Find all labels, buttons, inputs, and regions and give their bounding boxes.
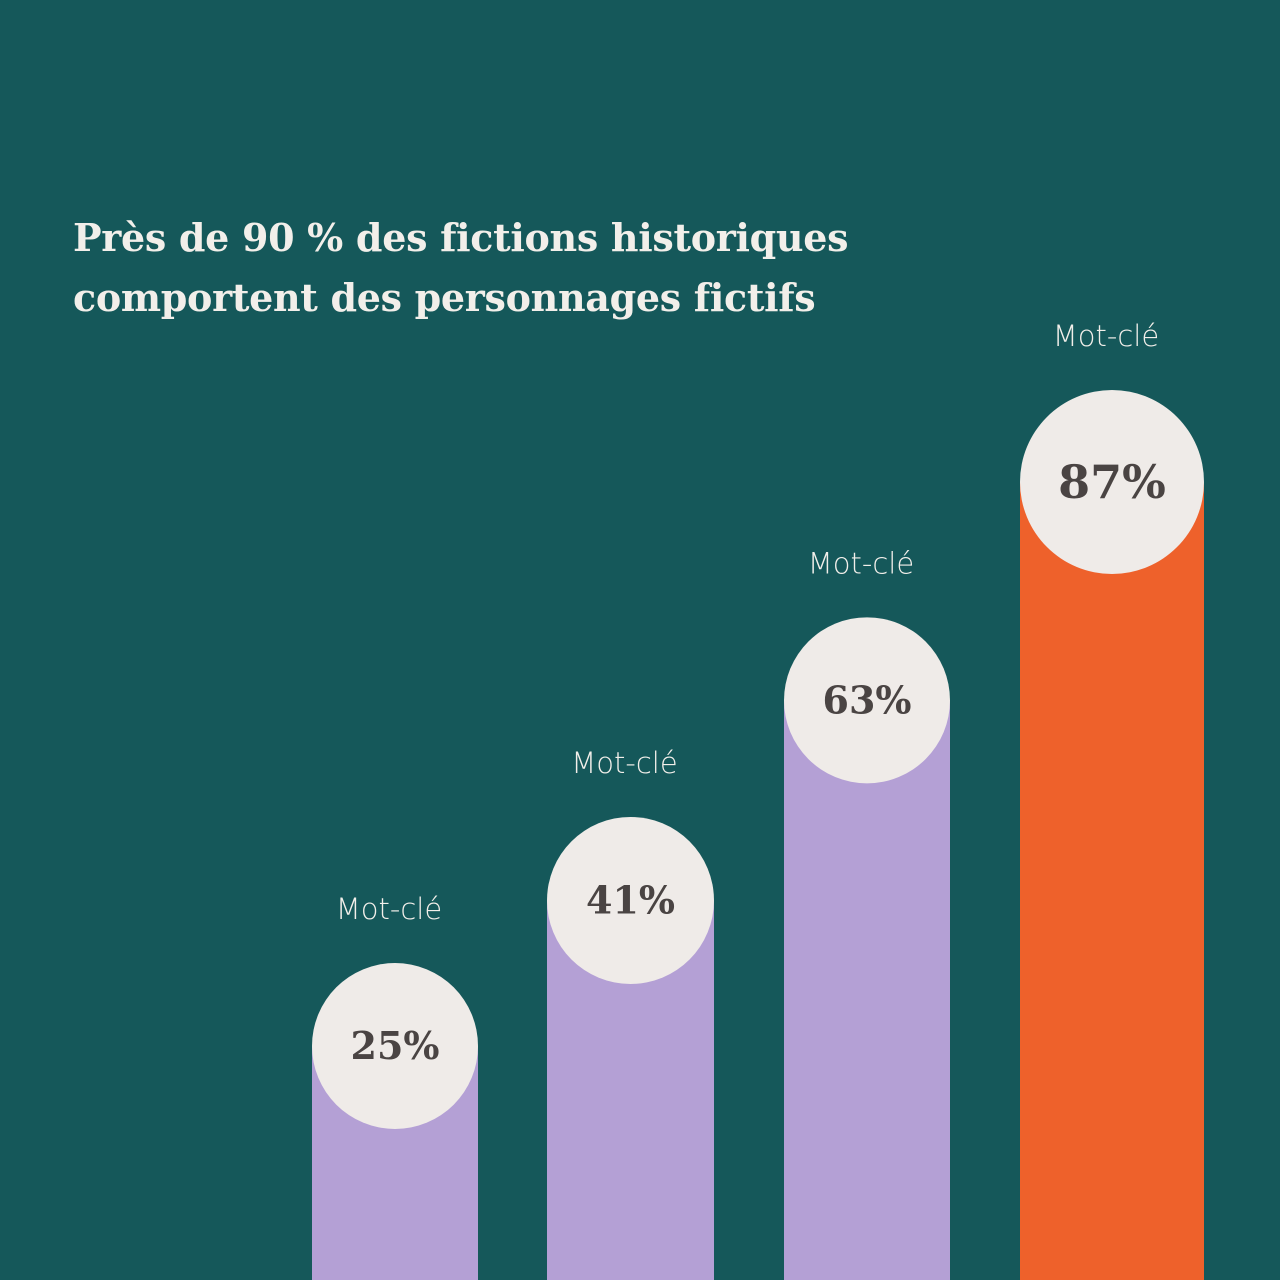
- chart-title: Près de 90 % des fictions historiques co…: [73, 208, 973, 328]
- bar: [784, 700, 950, 1280]
- chart-title-line-1: Près de 90 % des fictions historiques: [73, 215, 849, 260]
- value-circle: [312, 963, 478, 1129]
- chart-title-line-2: comportent des personnages fictifs: [73, 275, 816, 320]
- category-label: Mot-clé: [1053, 319, 1159, 353]
- bar: [1020, 482, 1204, 1280]
- value-label: 63%: [823, 677, 912, 722]
- category-label: Mot-clé: [571, 746, 677, 780]
- value-circle: [547, 816, 714, 984]
- value-circle: [784, 617, 950, 784]
- value-circle: [1020, 390, 1204, 574]
- value-label: 41%: [586, 877, 675, 922]
- category-label: Mot-clé: [808, 546, 914, 580]
- category-label: Mot-clé: [336, 892, 442, 926]
- value-label: 87%: [1058, 455, 1166, 509]
- value-label: 25%: [351, 1023, 440, 1068]
